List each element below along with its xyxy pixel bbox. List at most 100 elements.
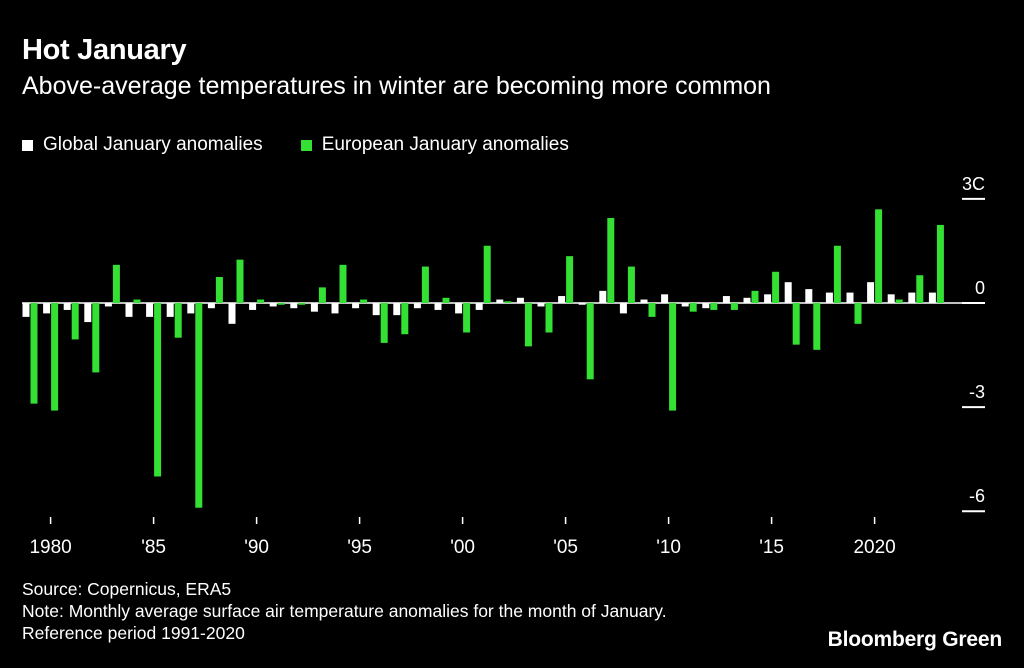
x-tick-label: '90 <box>244 537 269 558</box>
legend-item-global: Global January anomalies <box>22 134 263 156</box>
bar-global <box>187 303 195 314</box>
legend-label-global: Global January anomalies <box>43 134 263 155</box>
x-tick-label: '85 <box>141 537 166 558</box>
bar-europe <box>174 303 182 338</box>
bar-europe <box>236 259 244 303</box>
bar-global <box>393 303 401 316</box>
bar-global <box>558 296 566 303</box>
bar-europe <box>277 303 285 305</box>
bar-europe <box>360 299 368 303</box>
bar-europe <box>463 303 471 333</box>
bar-global <box>228 303 236 324</box>
bar-global <box>475 303 483 310</box>
legend-item-europe: European January anomalies <box>300 134 569 156</box>
bar-europe <box>133 299 141 303</box>
bar-global <box>22 303 30 317</box>
bar-europe <box>298 303 306 305</box>
y-tick-label: 3C <box>962 174 985 194</box>
chart-subtitle: Above-average temperatures in winter are… <box>22 72 771 100</box>
legend-swatch-europe <box>300 139 312 151</box>
bar-europe <box>483 245 491 303</box>
bar-global <box>661 294 669 303</box>
bar-global <box>578 303 586 305</box>
bar-europe <box>648 303 656 317</box>
bar-europe <box>195 303 203 508</box>
bar-europe <box>524 303 532 347</box>
x-tick-label: '00 <box>450 537 475 558</box>
bar-europe <box>154 303 162 477</box>
legend-label-europe: European January anomalies <box>321 134 569 155</box>
bar-global <box>104 303 112 307</box>
brand-logo: Bloomberg Green <box>827 628 1003 651</box>
bar-global <box>743 297 751 303</box>
bar-europe <box>813 303 821 350</box>
bar-global <box>928 292 936 303</box>
bar-europe <box>566 256 574 303</box>
bar-global <box>125 303 133 317</box>
y-tick-label: 0 <box>975 278 985 298</box>
bar-global <box>63 303 71 310</box>
x-tick-label: 1980 <box>29 537 71 558</box>
bar-global <box>887 294 895 303</box>
bar-europe <box>627 266 635 303</box>
bar-global <box>805 289 813 303</box>
bar-europe <box>669 303 677 411</box>
x-tick-label: '05 <box>553 537 578 558</box>
bar-global <box>290 303 298 309</box>
bar-europe <box>772 271 780 303</box>
bar-global <box>331 303 339 314</box>
bar-europe <box>401 303 409 335</box>
bar-europe <box>92 303 100 373</box>
bar-global <box>84 303 92 323</box>
bar-europe <box>710 303 718 310</box>
bar-europe <box>421 266 429 303</box>
bar-europe <box>895 299 903 303</box>
bar-global <box>846 292 854 303</box>
bar-global <box>207 303 215 309</box>
bar-europe <box>545 303 553 333</box>
bar-global <box>269 303 277 307</box>
bar-global <box>146 303 154 317</box>
bar-global <box>496 299 504 303</box>
bar-global <box>166 303 174 317</box>
legend-swatch-global <box>22 139 33 151</box>
x-tick-label: '10 <box>656 537 681 558</box>
bar-global <box>434 303 442 310</box>
bar-global <box>372 303 380 316</box>
y-tick-label: -6 <box>969 486 985 506</box>
bar-europe <box>318 287 326 303</box>
bar-europe <box>51 303 59 411</box>
bar-europe <box>257 299 265 303</box>
bar-europe <box>112 264 120 303</box>
reference-note: Reference period 1991-2020 <box>22 623 245 643</box>
bar-europe <box>730 303 738 310</box>
bar-global <box>455 303 463 314</box>
bar-europe <box>689 303 697 312</box>
bar-global <box>310 303 318 312</box>
bar-europe <box>792 303 800 345</box>
bar-global <box>352 303 360 309</box>
bar-europe <box>71 303 79 340</box>
bar-global <box>413 303 421 309</box>
bar-global <box>867 282 875 303</box>
bar-europe <box>916 275 924 303</box>
x-tick-label: '95 <box>347 537 372 558</box>
bar-global <box>43 303 51 314</box>
x-tick-label: '15 <box>759 537 784 558</box>
bar-global <box>537 303 545 307</box>
bar-global <box>764 294 772 303</box>
bar-europe <box>751 290 759 303</box>
bar-global <box>825 292 833 303</box>
bar-europe <box>215 276 223 303</box>
bar-europe <box>504 301 512 303</box>
bar-global <box>640 299 648 303</box>
bar-europe <box>586 303 594 380</box>
bar-europe <box>833 245 841 303</box>
bar-europe <box>854 303 862 324</box>
bar-europe <box>380 303 388 343</box>
y-tick-label: -3 <box>969 382 985 402</box>
bar-global <box>722 296 730 303</box>
bar-europe <box>30 303 38 404</box>
bar-global <box>702 303 710 309</box>
